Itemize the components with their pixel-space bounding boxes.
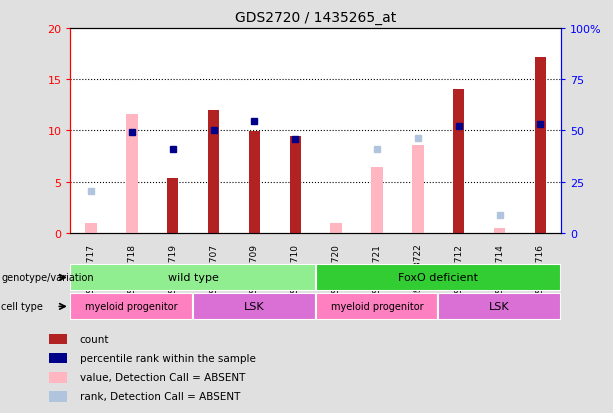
- Text: count: count: [80, 334, 109, 344]
- Text: rank, Detection Call = ABSENT: rank, Detection Call = ABSENT: [80, 392, 240, 401]
- Title: GDS2720 / 1435265_at: GDS2720 / 1435265_at: [235, 11, 397, 25]
- Text: LSK: LSK: [244, 301, 265, 312]
- Text: cell type: cell type: [1, 301, 43, 312]
- Bar: [453, 90, 465, 233]
- Bar: [49, 372, 67, 382]
- Bar: [85, 223, 97, 233]
- Bar: [49, 392, 67, 402]
- Bar: [70, 264, 316, 291]
- Bar: [208, 111, 219, 233]
- Text: wild type: wild type: [168, 273, 218, 283]
- Bar: [316, 264, 561, 291]
- Text: myeloid progenitor: myeloid progenitor: [330, 301, 424, 312]
- Text: percentile rank within the sample: percentile rank within the sample: [80, 354, 256, 363]
- Bar: [49, 353, 67, 363]
- Text: LSK: LSK: [489, 301, 510, 312]
- Bar: [371, 168, 383, 233]
- Bar: [167, 178, 178, 233]
- Text: myeloid progenitor: myeloid progenitor: [85, 301, 178, 312]
- Bar: [249, 132, 260, 233]
- Bar: [412, 145, 424, 233]
- Text: value, Detection Call = ABSENT: value, Detection Call = ABSENT: [80, 373, 245, 382]
- Bar: [70, 293, 193, 320]
- Text: FoxO deficient: FoxO deficient: [398, 273, 478, 283]
- Bar: [49, 334, 67, 344]
- Bar: [330, 223, 342, 233]
- Bar: [193, 293, 316, 320]
- Text: genotype/variation: genotype/variation: [1, 273, 94, 283]
- Bar: [535, 57, 546, 233]
- Bar: [316, 293, 438, 320]
- Bar: [494, 228, 505, 233]
- Bar: [126, 115, 137, 233]
- Bar: [289, 136, 301, 233]
- Bar: [438, 293, 561, 320]
